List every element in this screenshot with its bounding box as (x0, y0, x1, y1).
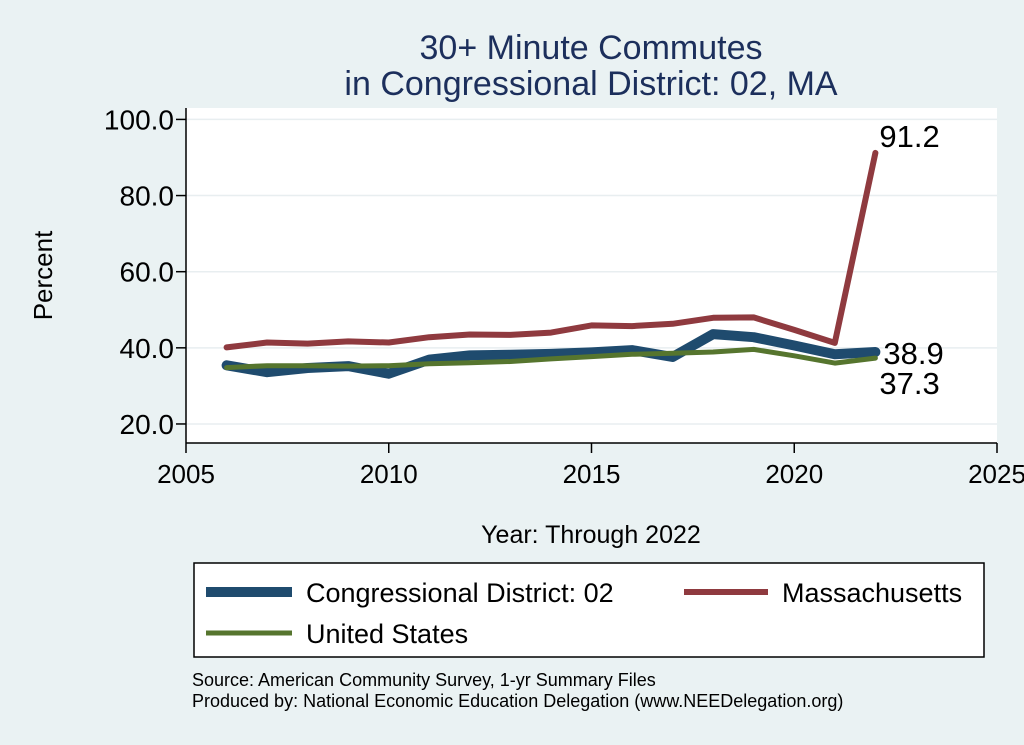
plot-area (186, 108, 997, 443)
end-label-district: 38.9 (883, 336, 943, 371)
chart-title-line-1: 30+ Minute Commutes (419, 29, 763, 67)
x-tick-label-0: 2005 (157, 459, 215, 489)
y-tick-label-2: 60.0 (120, 257, 175, 288)
y-tick-label-0: 20.0 (120, 409, 175, 440)
series-line-massachusetts (223, 149, 879, 351)
legend-label-massachusetts: Massachusetts (782, 578, 962, 608)
x-tick-label-3: 2020 (765, 459, 823, 489)
legend-box (193, 562, 985, 658)
source-note: Source: American Community Survey, 1-yr … (192, 670, 656, 690)
legend-label-us: United States (306, 619, 468, 649)
series-line-us (224, 346, 878, 371)
x-tick-label-4: 2025 (968, 459, 1024, 489)
x-axis-title: Year: Through 2022 (481, 521, 701, 549)
produced-by-note: Produced by: National Economic Education… (192, 691, 844, 711)
y-tick-label-3: 80.0 (120, 181, 175, 212)
end-label-us: 37.3 (879, 366, 939, 401)
x-tick-label-1: 2010 (360, 459, 418, 489)
x-tick-label-2: 2015 (563, 459, 621, 489)
y-tick-label-1: 40.0 (120, 333, 175, 364)
end-label-massachusetts: 91.2 (879, 119, 939, 154)
legend-label-district: Congressional District: 02 (306, 578, 614, 608)
chart-title-line-2: in Congressional District: 02, MA (344, 65, 838, 103)
y-axis-title: Percent (28, 230, 58, 320)
y-tick-label-4: 100.0 (104, 104, 174, 135)
